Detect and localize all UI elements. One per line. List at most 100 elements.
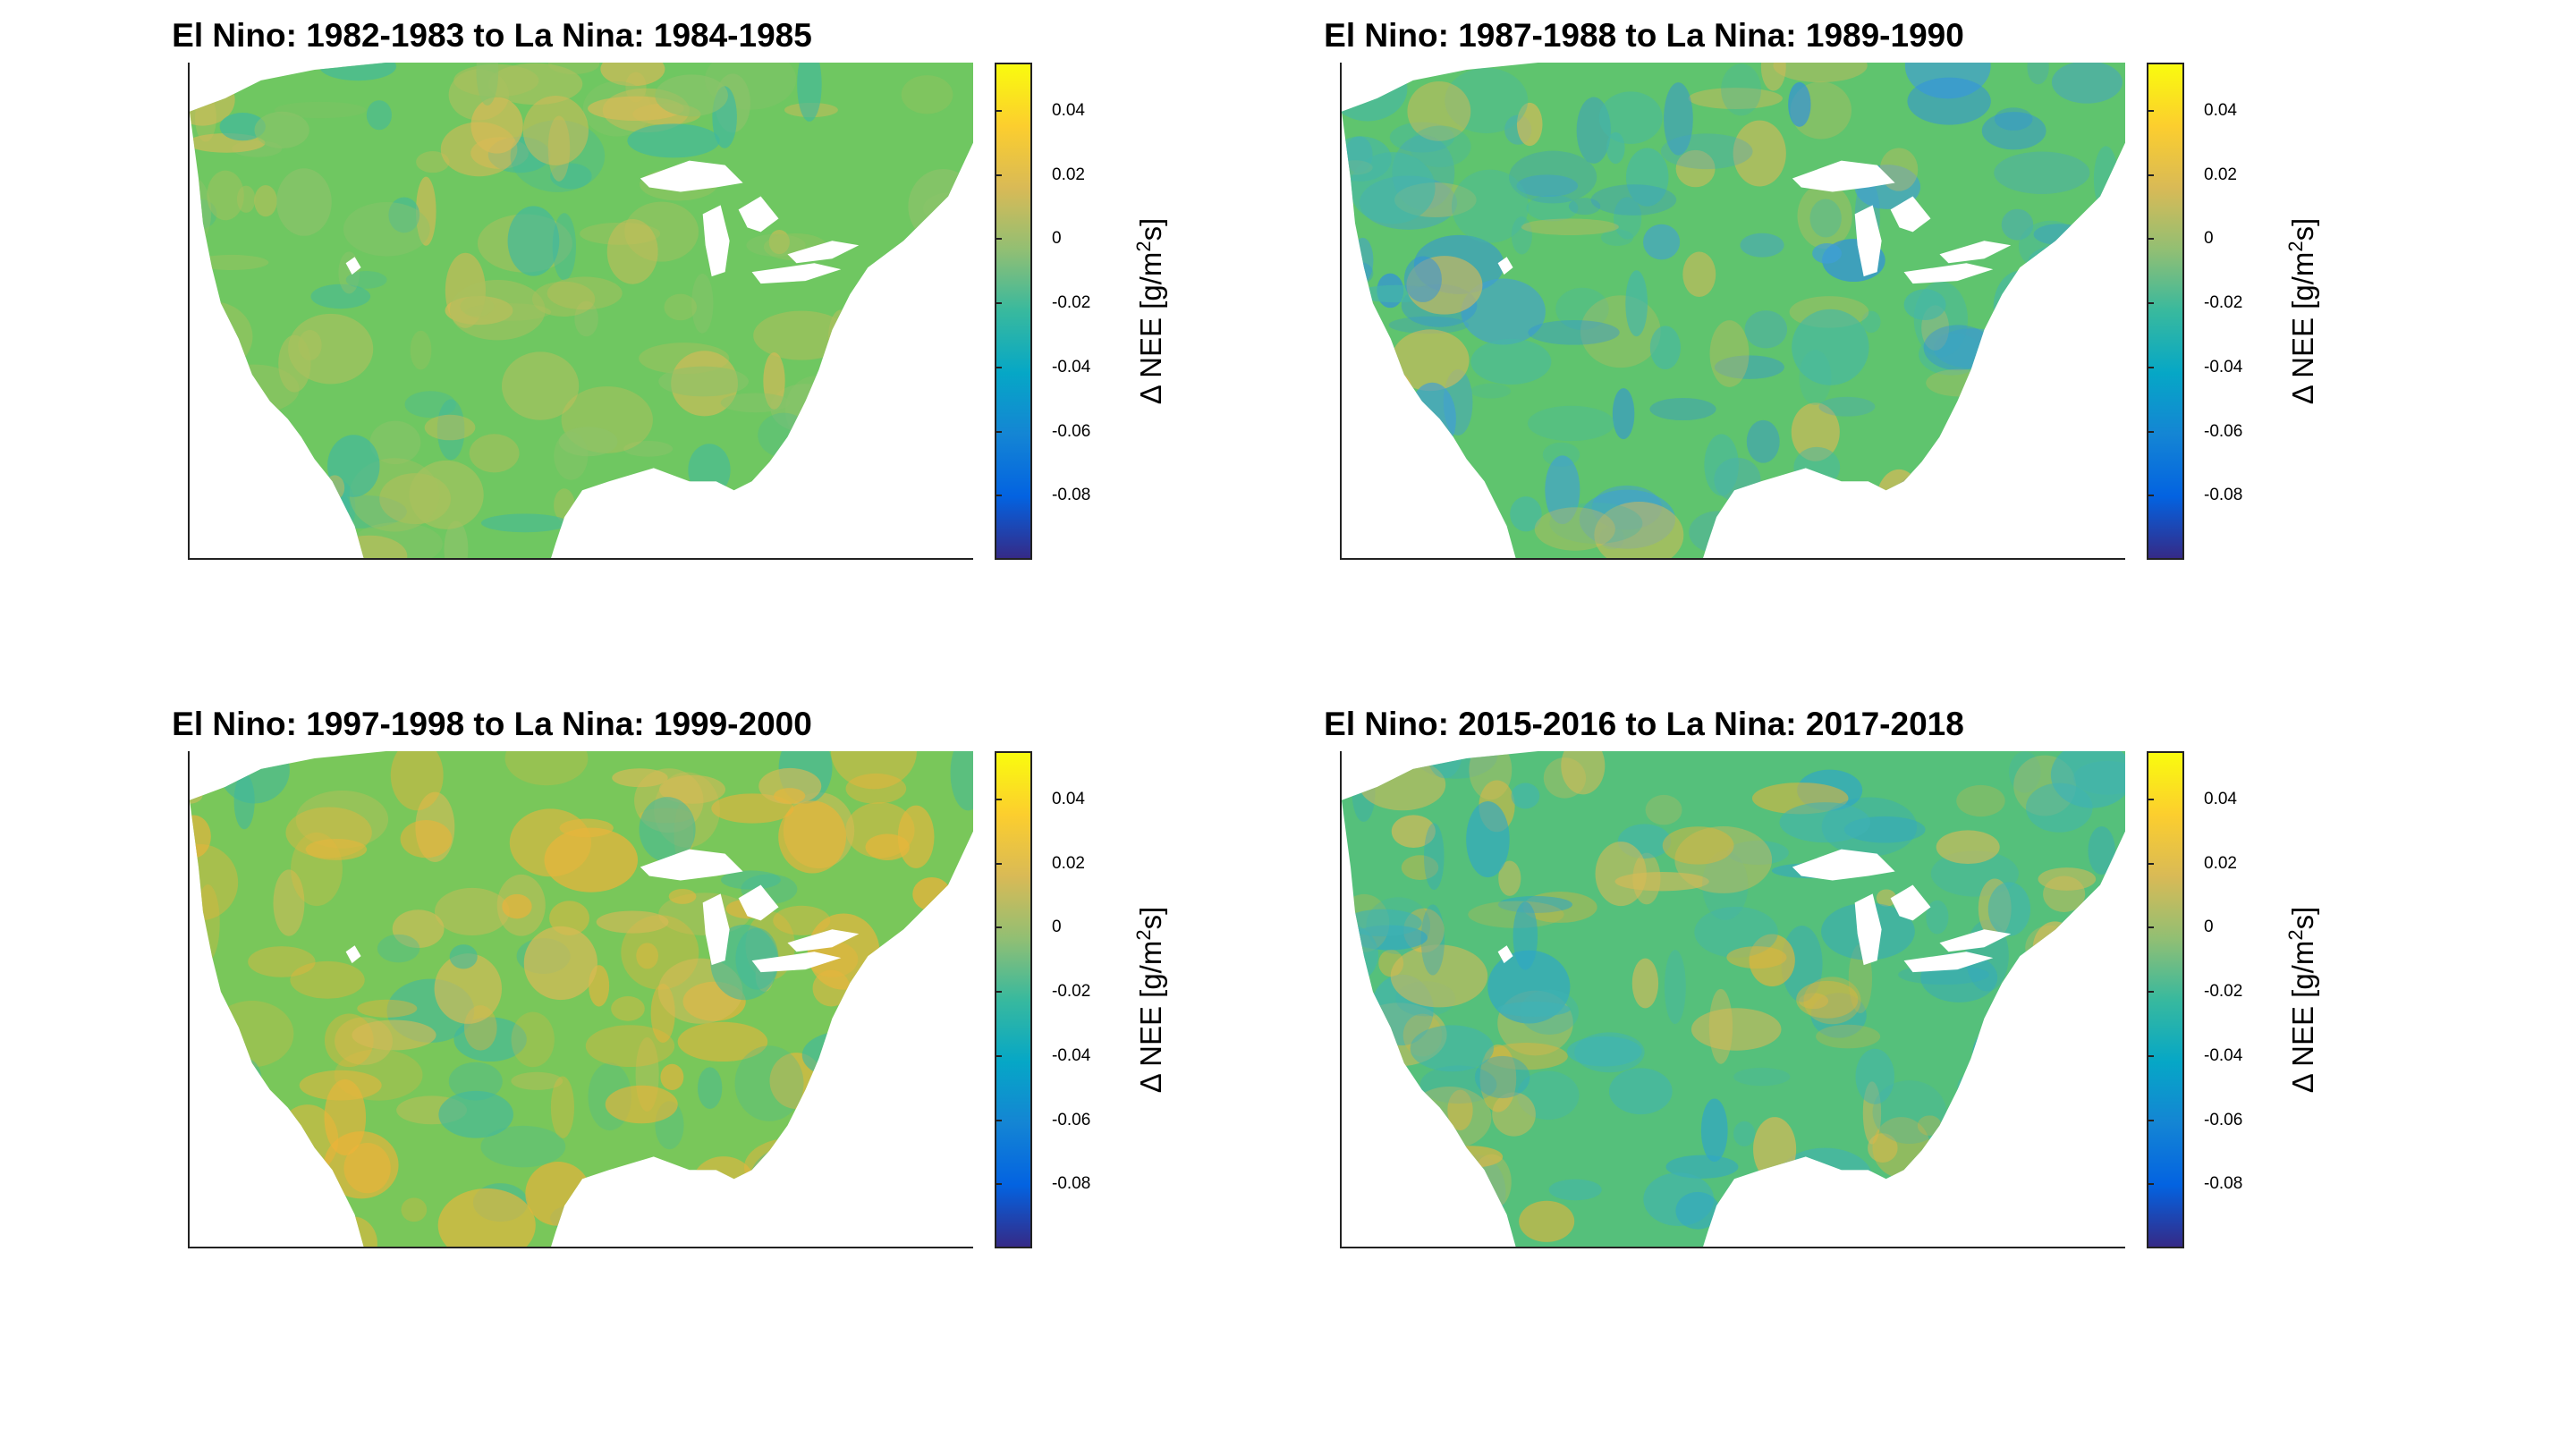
anomaly-cell <box>1664 82 1693 156</box>
anomaly-cell <box>1528 319 1620 345</box>
anomaly-cell <box>437 1188 536 1247</box>
anomaly-cell <box>1566 1036 1642 1067</box>
colorbar-tick-label: 0.02 <box>2204 165 2237 184</box>
colorbar-label: Δ NEE [g/m2s] <box>1132 217 1167 405</box>
anomaly-cell <box>1682 251 1716 297</box>
anomaly-cell <box>502 351 580 420</box>
lake-area <box>1939 241 2012 264</box>
colorbar-tick-label: -0.06 <box>1052 421 1091 441</box>
anomaly-cell <box>1391 815 1436 849</box>
map-heatmap <box>190 63 973 558</box>
anomaly-cell <box>1781 925 1823 1002</box>
anomaly-cell <box>749 1146 829 1219</box>
anomaly-cell <box>298 329 322 360</box>
colorbar-tick-label: 0 <box>2204 918 2214 937</box>
lake-area <box>1792 160 1895 192</box>
anomaly-cell <box>2008 751 2041 793</box>
lake-area <box>1792 849 1895 881</box>
anomaly-cell <box>1810 993 1867 1038</box>
anomaly-cell <box>1631 958 1659 1009</box>
lake-area <box>640 849 743 881</box>
map-panel: El Nino: 1997-1998 to La Nina: 1999-2000… <box>36 698 1199 1341</box>
anomaly-cell <box>1867 1185 1931 1206</box>
anomaly-cell <box>1702 850 1749 921</box>
anomaly-cell <box>1402 1224 1438 1247</box>
anomaly-cell <box>2086 1167 2125 1242</box>
anomaly-cell <box>1568 198 1601 216</box>
anomaly-cell <box>1521 218 1619 236</box>
anomaly-cell <box>611 996 645 1021</box>
anomaly-cell <box>1516 174 1579 198</box>
colorbar-tick <box>995 991 1002 994</box>
colorbar-tick <box>995 109 1002 112</box>
anomaly-cell <box>878 1105 925 1150</box>
anomaly-cell <box>400 820 453 859</box>
anomaly-cell <box>858 1182 950 1232</box>
anomaly-cell <box>2038 867 2097 891</box>
anomaly-cell <box>409 460 484 529</box>
colorbar-tick-label: -0.06 <box>2204 421 2243 441</box>
anomaly-cell <box>1384 375 1405 418</box>
anomaly-cell <box>901 75 953 114</box>
anomaly-cell <box>784 1170 830 1232</box>
anomaly-cell <box>690 524 715 556</box>
anomaly-cell <box>659 774 726 804</box>
anomaly-cell <box>1952 1155 2021 1226</box>
land-area <box>1342 63 2125 558</box>
anomaly-cell <box>897 245 970 277</box>
map-panel: El Nino: 2015-2016 to La Nina: 2017-2018… <box>1188 698 2351 1341</box>
anomaly-cell <box>1595 842 1647 907</box>
anomaly-cell <box>1664 950 1686 1024</box>
anomaly-cell <box>1995 1040 2018 1088</box>
anomaly-cell <box>840 309 862 331</box>
anomaly-cell <box>596 910 669 934</box>
anomaly-cell <box>357 999 418 1018</box>
anomaly-cell <box>236 185 256 213</box>
anomaly-cell <box>1770 500 1868 552</box>
anomaly-cell <box>470 97 523 154</box>
map-heatmap <box>1342 63 2125 558</box>
anomaly-cell <box>511 1071 564 1090</box>
anomaly-cell <box>574 300 598 337</box>
anomaly-cell <box>839 438 914 490</box>
map-axes <box>188 751 973 1248</box>
anomaly-cell <box>1994 151 2090 194</box>
anomaly-cell <box>664 293 698 321</box>
anomaly-cell <box>1923 325 1993 371</box>
panel-title: El Nino: 1997-1998 to La Nina: 1999-2000 <box>172 706 812 742</box>
anomaly-cell <box>2088 826 2115 875</box>
anomaly-cell <box>615 526 711 549</box>
anomaly-cell <box>833 317 911 373</box>
anomaly-cell <box>1517 1070 1580 1121</box>
anomaly-cell <box>950 751 973 811</box>
lake-area <box>702 893 730 966</box>
anomaly-cell <box>1926 900 1949 935</box>
anomaly-cell <box>410 330 432 370</box>
anomaly-cell <box>480 1125 566 1168</box>
anomaly-cell <box>1903 289 1946 320</box>
anomaly-cell <box>416 176 436 246</box>
anomaly-cell <box>205 417 292 445</box>
colorbar-tick <box>2147 926 2154 929</box>
colorbar-tick <box>995 1119 1002 1121</box>
anomaly-cell <box>523 926 597 1001</box>
anomaly-cell <box>1545 455 1580 525</box>
colorbar-tick-label: -0.02 <box>2204 293 2243 313</box>
colorbar-tick <box>2147 1054 2154 1057</box>
anomaly-cell <box>250 1149 279 1168</box>
anomaly-cell <box>1835 490 1898 558</box>
anomaly-cell <box>1643 224 1681 260</box>
lake-area <box>345 257 361 275</box>
colorbar-tick <box>995 302 1002 305</box>
anomaly-cell <box>1342 427 1415 445</box>
anomaly-cell <box>1485 1043 1568 1070</box>
anomaly-cell <box>1497 896 1573 913</box>
anomaly-cell <box>2093 146 2119 212</box>
anomaly-cell <box>612 768 668 788</box>
anomaly-cell <box>1461 278 1546 345</box>
anomaly-cell <box>624 201 699 262</box>
anomaly-cell <box>1513 901 1538 970</box>
anomaly-cell <box>1471 1154 1512 1210</box>
anomaly-cell <box>1410 1135 1446 1174</box>
anomaly-cell <box>801 1030 892 1080</box>
